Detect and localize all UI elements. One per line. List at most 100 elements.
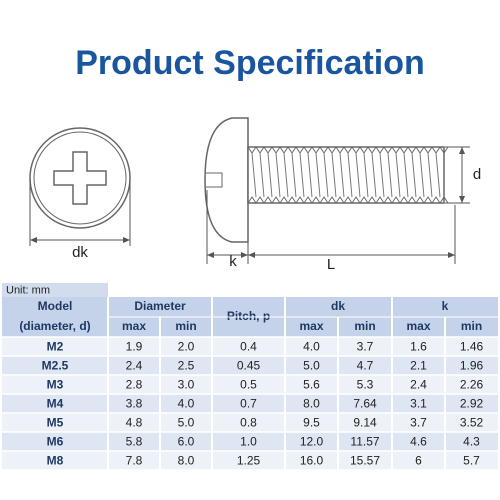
thread: [299, 152, 305, 198]
table-cell: 4.6: [410, 435, 427, 449]
thread: [427, 152, 433, 198]
thread: [403, 152, 409, 198]
table-cell: 1.96: [460, 359, 484, 373]
table-cell: 5.7: [463, 454, 480, 468]
dim-label: L: [327, 256, 335, 273]
header-cell: dk: [331, 299, 345, 313]
table-cell: M6: [47, 435, 64, 449]
table-cell: 2.1: [410, 359, 427, 373]
side-view: k L d: [204, 117, 481, 273]
table-cell: M4: [47, 397, 64, 411]
table-cell: 4.7: [357, 359, 374, 373]
table-cell: 16.0: [300, 454, 324, 468]
table-cell: 2.5: [178, 359, 195, 373]
table-cell: M5: [47, 416, 64, 430]
table-cell: 3.8: [126, 397, 143, 411]
table-cell: 4.0: [178, 397, 195, 411]
header-cell: Diameter: [134, 299, 186, 313]
table-cell: M2.5: [42, 359, 69, 373]
subheader-cell: min: [175, 319, 196, 333]
table-cell: 9.5: [303, 416, 320, 430]
table-cell: 2.8: [126, 378, 143, 392]
table-cell: 11.57: [350, 435, 379, 449]
thread: [339, 152, 345, 198]
dim-label: d: [473, 166, 481, 183]
table-cell: 5.0: [303, 359, 320, 373]
table-cell: 3.0: [178, 378, 195, 392]
table-cell: 7.8: [126, 454, 143, 468]
row-bg: [2, 451, 498, 470]
table-cell: 1.0: [240, 435, 257, 449]
subheader-cell: max: [299, 319, 323, 333]
thread: [419, 152, 425, 198]
table-cell: 0.8: [240, 416, 257, 430]
thread: [247, 196, 449, 204]
table-cell: 6: [415, 454, 422, 468]
spec-table: Unit: mm Model Diameter Pitch, p dk k (diamete…: [2, 283, 498, 471]
table-cell: 5.3: [357, 378, 374, 392]
row-bg: [2, 432, 498, 451]
table-cell: 2.0: [178, 340, 195, 354]
table-cell: 3.1: [410, 397, 427, 411]
table-cell: 12.0: [300, 435, 324, 449]
subheader-cell: min: [354, 319, 375, 333]
thread: [323, 152, 329, 198]
thread: [315, 152, 321, 198]
table-cell: M2: [47, 340, 64, 354]
table-cell: 1.6: [410, 340, 427, 354]
table-cell: 1.46: [460, 340, 484, 354]
subheader-cell: max: [406, 319, 430, 333]
subheader-cell: (diameter, d): [19, 319, 90, 333]
header-cell: k: [442, 299, 449, 313]
table-cell: 8.0: [303, 397, 320, 411]
table-cell: 6.0: [178, 435, 195, 449]
table-cell: 4.0: [303, 340, 320, 354]
table-cell: 9.14: [353, 416, 377, 430]
table-cell: M8: [47, 454, 64, 468]
thread: [267, 152, 273, 198]
row-bg: [2, 375, 498, 394]
thread: [291, 152, 297, 198]
table-cell: 3.7: [410, 416, 427, 430]
table-cell: 4.3: [463, 435, 480, 449]
subheader-cell: max: [122, 319, 146, 333]
table-cell: 7.64: [353, 397, 377, 411]
thread: [363, 152, 369, 198]
shank: [247, 146, 445, 204]
thread: [371, 152, 377, 198]
thread: [411, 152, 417, 198]
row-bg: [2, 394, 498, 413]
thread: [355, 152, 361, 198]
thread: [331, 152, 337, 198]
table-cell: 3.7: [357, 340, 374, 354]
table-cell: 5.8: [126, 435, 143, 449]
table-cell: 2.92: [460, 397, 484, 411]
title: Product Specification: [75, 44, 425, 82]
header-cell: Model: [38, 299, 73, 313]
thread: [347, 152, 353, 198]
thread: [259, 152, 265, 198]
row-bg: [2, 337, 498, 356]
thread: [275, 152, 281, 198]
thread: [307, 152, 313, 198]
thread: [395, 152, 401, 198]
table-cell: 5.0: [178, 416, 195, 430]
thread: [379, 152, 385, 198]
thread: [387, 152, 393, 198]
thread: [435, 152, 441, 198]
table-cell: 8.0: [178, 454, 195, 468]
unit-cell: [2, 283, 108, 297]
table-cell: 2.4: [126, 359, 143, 373]
subheader-cell: min: [461, 319, 482, 333]
table-cell: 15.57: [350, 454, 380, 468]
row-bg: [2, 413, 498, 432]
table-cell: 0.5: [240, 378, 257, 392]
table-cell: 2.26: [460, 378, 484, 392]
row-bg: [2, 356, 498, 375]
unit-label: Unit: mm: [6, 284, 50, 296]
table-cell: 1.25: [237, 454, 261, 468]
table-cell: 1.9: [126, 340, 143, 354]
table-cell: 2.4: [410, 378, 427, 392]
table-cell: 5.6: [303, 378, 320, 392]
